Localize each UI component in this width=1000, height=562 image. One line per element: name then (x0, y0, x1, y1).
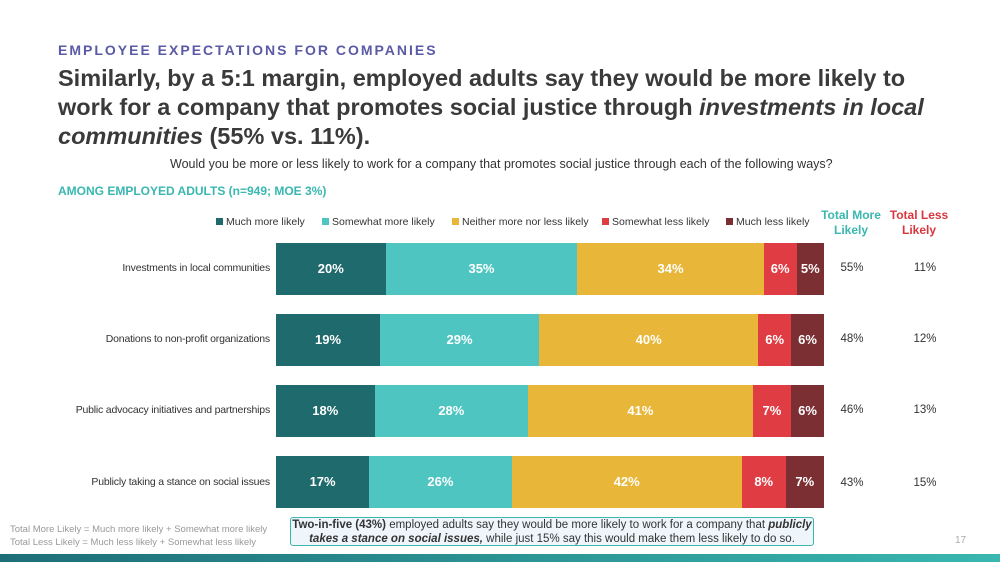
total-more-heading: Total More Likely (821, 208, 881, 237)
bar-value-label: 6% (765, 332, 785, 347)
bar-segment-somewhat-less (758, 314, 792, 366)
legend-label-much-more: Much more likely (226, 216, 305, 228)
bar-segment-much-less (791, 385, 825, 437)
headline-part2: (55% vs. 11%). (202, 123, 371, 149)
callout-emphasis: publicly takes a stance on social issues… (309, 519, 812, 545)
bar-segment-somewhat-less (741, 456, 787, 508)
total-less-heading: Total Less Likely (889, 208, 949, 237)
callout-lead: Two-in-five (43%) (292, 519, 386, 531)
legend-swatch-much-more (216, 218, 223, 225)
stacked-bar-row: 19% 29% 40% 6% 6% (276, 314, 825, 366)
survey-question: Would you be more or less likely to work… (170, 157, 833, 171)
bar-value-label: 19% (315, 332, 342, 347)
headline: Similarly, by a 5:1 margin, employed adu… (58, 64, 958, 151)
bar-segment-somewhat-more (369, 456, 513, 508)
total-less-value: 11% (913, 262, 937, 274)
bar-value-label: 7% (762, 403, 782, 418)
legend-item-much-more: Much more likely (216, 216, 305, 228)
legend-swatch-somewhat-more (322, 218, 329, 225)
bar-segment-much-more (276, 243, 387, 295)
total-more-value: 43% (840, 477, 864, 489)
bar-segment-much-less (785, 456, 825, 508)
section-kicker: EMPLOYEE EXPECTATIONS FOR COMPANIES (58, 42, 438, 58)
legend-item-much-less: Much less likely (726, 216, 810, 228)
legend-label-somewhat-less: Somewhat less likely (612, 216, 710, 228)
bar-value-label: 17% (309, 474, 336, 489)
footnote-total-less: Total Less Likely = Much less likely + S… (10, 537, 257, 548)
bar-segment-somewhat-more (385, 243, 578, 295)
bar-segment-somewhat-less (752, 385, 792, 437)
bar-value-label: 42% (613, 474, 640, 489)
bar-value-label: 26% (427, 474, 454, 489)
bar-value-label: 40% (635, 332, 662, 347)
category-label: Investments in local communities (122, 262, 270, 274)
category-label: Public advocacy initiatives and partners… (75, 404, 271, 416)
bottom-band (0, 554, 1000, 562)
page-number: 17 (955, 535, 967, 546)
bar-value-label: 7% (795, 474, 815, 489)
bar-value-label: 6% (770, 261, 790, 276)
bar-segment-somewhat-less (763, 243, 798, 295)
bar-segment-somewhat-more (374, 385, 529, 437)
legend-item-neither: Neither more nor less likely (452, 216, 589, 228)
bar-segment-much-less (796, 243, 825, 295)
total-less-value: 12% (913, 333, 937, 345)
bar-value-label: 6% (798, 332, 817, 347)
category-label: Donations to non-profit organizations (105, 333, 270, 345)
bar-segment-neither (511, 456, 743, 508)
bar-value-label: 35% (468, 261, 495, 276)
bar-segment-neither (577, 243, 765, 295)
legend-swatch-much-less (726, 218, 733, 225)
legend-swatch-neither (452, 218, 459, 225)
bar-segment-neither (539, 314, 759, 366)
legend-label-somewhat-more: Somewhat more likely (332, 216, 435, 228)
total-more-value: 46% (840, 404, 864, 416)
stacked-bar-row: 17% 26% 42% 8% 7% (276, 456, 825, 508)
callout-text2: while just 15% say this would make them … (482, 533, 795, 545)
bar-segment-much-more (276, 385, 376, 437)
stacked-bar-row: 18% 28% 41% 7% 6% (276, 385, 825, 437)
stacked-bar-row: 20% 35% 34% 6% 5% (276, 243, 825, 295)
footnote-total-more: Total More Likely = Much more likely + S… (10, 524, 268, 535)
bar-value-label: 18% (312, 403, 339, 418)
legend-item-somewhat-more: Somewhat more likely (322, 216, 435, 228)
bar-value-label: 8% (754, 474, 774, 489)
legend-item-somewhat-less: Somewhat less likely (602, 216, 709, 228)
category-label: Publicly taking a stance on social issue… (91, 476, 270, 488)
bar-value-label: 20% (317, 261, 344, 276)
callout-box: Two-in-five (43%) employed adults say th… (290, 517, 814, 546)
total-more-value: 48% (840, 333, 864, 345)
bar-segment-neither (528, 385, 754, 437)
bar-value-label: 41% (627, 403, 654, 418)
legend-label-much-less: Much less likely (736, 216, 810, 228)
bar-segment-much-more (276, 314, 381, 366)
bar-value-label: 34% (657, 261, 684, 276)
legend-label-neither: Neither more nor less likely (462, 216, 589, 228)
callout-text1: employed adults say they would be more l… (386, 519, 769, 531)
total-less-value: 15% (913, 477, 937, 489)
bar-value-label: 5% (800, 261, 820, 276)
bar-value-label: 6% (798, 403, 817, 418)
headline-part1: Similarly, by a 5:1 margin, employed adu… (58, 65, 906, 120)
bar-value-label: 28% (438, 403, 465, 418)
headline-emphasis: investments in local communities (58, 94, 924, 149)
total-more-value: 55% (840, 262, 864, 274)
legend-swatch-somewhat-less (602, 218, 609, 225)
bar-value-label: 29% (446, 332, 473, 347)
bar-segment-somewhat-more (380, 314, 540, 366)
base-label: AMONG EMPLOYED ADULTS (n=949; MOE 3%) (58, 184, 327, 198)
bar-segment-much-more (276, 456, 370, 508)
total-less-value: 13% (913, 404, 937, 416)
bar-segment-much-less (791, 314, 825, 366)
